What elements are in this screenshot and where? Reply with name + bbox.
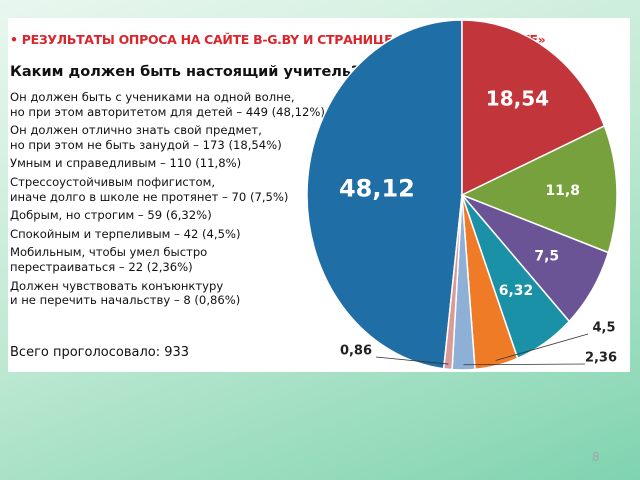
legend-item: Должен чувствовать конъюнктуру и не пере… — [10, 278, 241, 308]
legend-item: Добрым, но строгим – 59 (6,32%) — [10, 208, 212, 223]
legend-item: Умным и справедливым – 110 (11,8%) — [10, 156, 242, 171]
data-label: 0,86 — [340, 344, 372, 359]
total: Всего проголосовало: 933 — [10, 345, 190, 360]
data-label: 2,36 — [585, 351, 617, 366]
legend: Он должен быть с учениками на одной волн… — [10, 90, 340, 312]
data-label: 11,8 — [545, 183, 580, 199]
legend-item: Стрессоустойчивым пофигистом, иначе долг… — [10, 174, 289, 204]
pie-slice — [461, 19, 606, 197]
page-number: 8 — [592, 450, 600, 464]
data-label: 6,32 — [499, 283, 534, 299]
legend-item: Спокойным и терпеливым – 42 (4,5%) — [10, 226, 241, 241]
data-label: 7,5 — [534, 248, 559, 264]
pie-slice — [460, 124, 618, 254]
legend-item: Мобильным, чтобы умел быстро перестраива… — [10, 245, 208, 274]
data-label: 4,5 — [592, 321, 615, 336]
legend-item: Он должен быть с учениками на одной волн… — [10, 90, 325, 119]
leader-line — [463, 363, 586, 366]
leader-line — [495, 333, 589, 361]
data-label: 18,54 — [486, 87, 549, 111]
chart-subtitle: Каким должен быть настоящий учитель? — [10, 64, 360, 80]
pie-slice — [442, 194, 463, 371]
leader-line — [375, 356, 449, 365]
data-label: 48,12 — [339, 174, 415, 202]
legend-item: Он должен отлично знать свой предмет, но… — [10, 123, 282, 152]
pie-slice — [306, 19, 463, 370]
